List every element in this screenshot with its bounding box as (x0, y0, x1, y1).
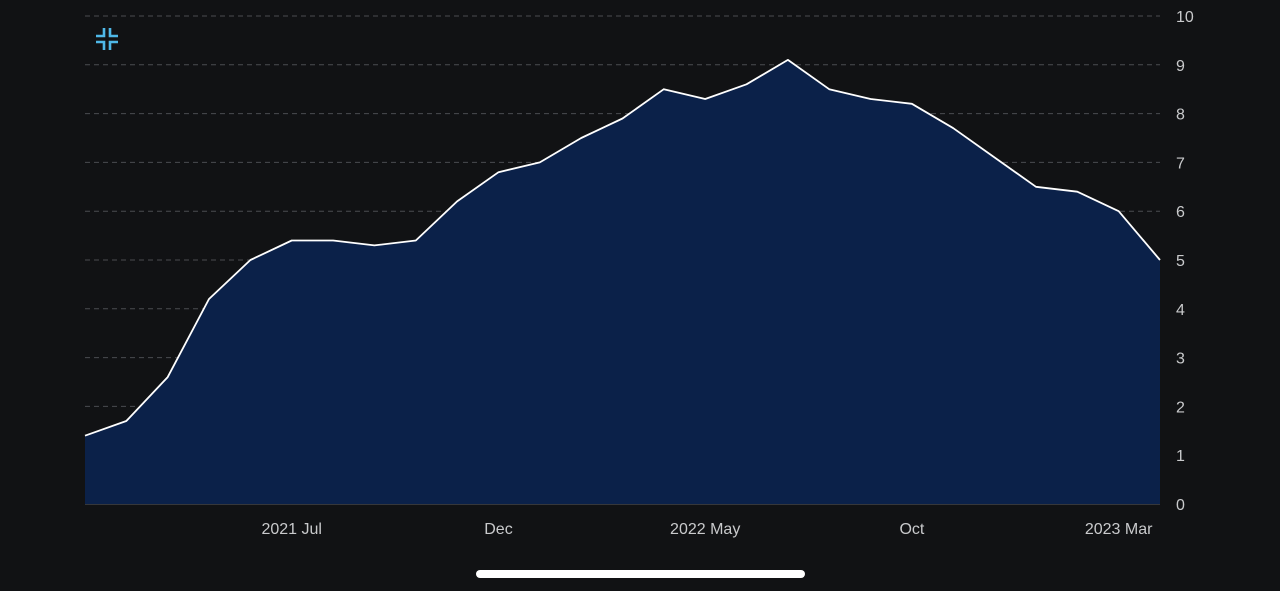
area-fill (85, 59, 1160, 505)
area-series (84, 59, 1161, 505)
y-tick-label: 9 (1176, 58, 1185, 75)
x-tick-label: 2022 May (670, 521, 740, 538)
collapse-icon[interactable] (95, 27, 119, 51)
y-tick-label: 6 (1176, 204, 1185, 221)
x-tick-label: Oct (899, 521, 924, 538)
y-tick-label: 10 (1176, 9, 1194, 26)
y-tick-label: 1 (1176, 448, 1185, 465)
series-line (84, 59, 1161, 437)
y-tick-label: 0 (1176, 497, 1185, 514)
x-tick-label: 2021 Jul (261, 521, 322, 538)
x-tick-label: 2023 Mar (1085, 521, 1153, 538)
y-tick-label: 5 (1176, 253, 1185, 270)
x-axis-ticks: 2021 Jul Dec 2022 May Oct 2023 Mar (261, 521, 1153, 538)
y-axis-ticks: 0 1 2 3 4 5 6 7 8 9 10 (1176, 9, 1194, 514)
y-tick-label: 7 (1176, 155, 1185, 172)
y-tick-label: 2 (1176, 399, 1185, 416)
x-tick-label: Dec (484, 521, 512, 538)
home-indicator[interactable] (476, 570, 805, 578)
y-tick-label: 3 (1176, 351, 1185, 368)
y-tick-label: 4 (1176, 302, 1185, 319)
y-tick-label: 8 (1176, 107, 1185, 124)
